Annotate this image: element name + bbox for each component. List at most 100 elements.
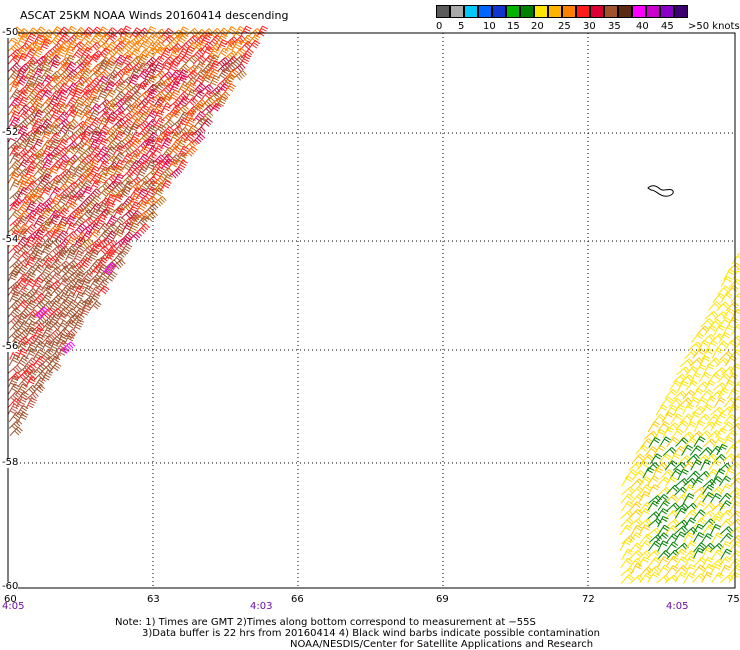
wind-barb [128,111,142,122]
wind-barb [711,532,723,544]
wind-barb [231,39,244,51]
wind-barb [169,69,182,81]
wind-barb [65,272,79,284]
wind-barb [152,70,167,80]
wind-barb [168,109,181,121]
wind-barb [656,476,671,487]
wind-barb [103,48,118,59]
wind-barb [128,201,141,213]
wind-barb [113,203,127,214]
wind-barb [657,515,669,528]
wind-barb [56,125,69,136]
wind-barb [73,76,87,86]
wind-barb [40,230,54,240]
wind-barb [55,203,70,215]
wind-barb [15,67,28,80]
wind-barb [64,145,77,156]
wind-barb [136,175,151,185]
wind-barb [33,88,47,100]
wind-barb [167,60,180,72]
lat-label: -54 [2,234,19,245]
wind-barb [129,98,144,109]
wind-barb [65,299,78,311]
wind-barb [24,271,37,283]
wind-barb [136,153,150,165]
wind-barb [121,222,134,234]
wind-barb [7,49,22,60]
wind-barb [685,365,699,377]
wind-barb [121,95,134,107]
wind-barb [160,126,174,137]
legend-swatch [548,5,562,18]
wind-barb [637,550,652,560]
wind-barb [104,27,118,38]
wind-barb [32,124,46,136]
wind-barb [24,251,38,262]
wind-barb [718,332,731,344]
wind-barb [71,166,85,178]
wind-barb [709,492,722,504]
wind-barb [192,82,206,94]
wind-barb [666,555,679,567]
wind-barb [128,160,142,171]
wind-barb [32,138,44,150]
wind-barb [32,308,47,320]
wind-barb [48,214,61,226]
wind-barb [32,202,46,214]
wind-barb [216,83,230,94]
wind-barb [72,208,85,220]
wind-barb [144,26,157,38]
wind-barb [88,223,101,235]
wind-barb [718,556,732,567]
wind-barb [49,34,63,46]
wind-barb [33,363,47,375]
wind-speed-legend-colorbar [436,5,688,18]
wind-barb [159,71,174,81]
wind-barb [675,437,689,447]
wind-barb [104,223,118,234]
wind-barb [24,256,37,268]
wind-barb [718,475,732,487]
wind-barb [72,271,86,282]
wind-barb [79,84,94,96]
wind-barb [17,104,31,115]
wind-barb [128,193,141,205]
wind-barb [57,265,71,276]
wind-barb [112,207,125,219]
wind-barb [64,210,79,221]
wind-barb [72,216,86,228]
wind-barb [41,257,54,268]
wind-barb [25,376,37,388]
wind-barb [104,41,117,53]
wind-barb [177,54,190,66]
wind-barb [55,183,70,193]
wind-barb [732,267,740,280]
wind-barb [64,46,76,58]
wind-barb [16,348,28,360]
wind-barb [638,518,652,527]
wind-barb [697,339,710,352]
wind-barb [225,56,239,67]
wind-barb [113,81,126,93]
wind-barb [41,197,55,208]
wind-barb [32,293,47,304]
wind-barb [64,231,78,240]
wind-barb [72,188,86,200]
wind-barb [48,300,61,312]
wind-barb [8,42,22,53]
wind-barb [48,209,61,221]
wind-barb [159,167,174,178]
wind-barb [15,125,29,136]
wind-barb [33,187,45,199]
wind-barb [88,26,102,37]
wind-barb [151,55,165,66]
wind-barb [96,41,110,51]
wind-barb [682,532,695,544]
wind-barb [48,341,60,353]
wind-barb [41,159,53,171]
page-title: ASCAT 25KM NOAA Winds 20160414 descendin… [20,9,289,22]
wind-barb [153,124,167,135]
wind-barb [87,53,101,65]
wind-barb [711,572,724,583]
wind-barb [144,47,158,58]
